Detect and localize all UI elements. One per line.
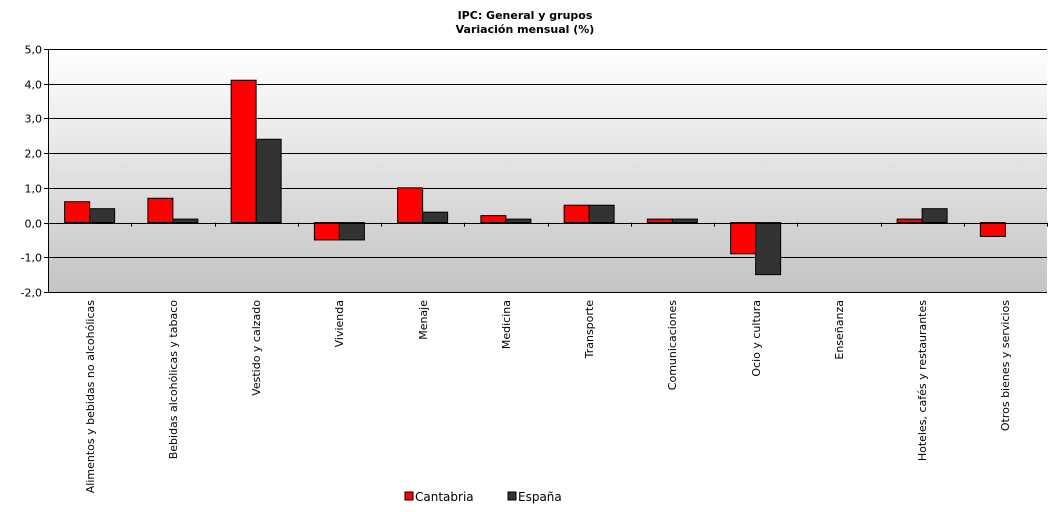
bar-cantabria xyxy=(730,222,757,255)
bar-cantabria xyxy=(313,222,340,241)
y-tick-label: 4,0 xyxy=(25,79,43,92)
bar-espana xyxy=(588,204,615,224)
bar-cantabria xyxy=(563,204,590,224)
x-tick-label: Medicina xyxy=(500,300,513,349)
y-tick-label: 2,0 xyxy=(25,148,43,161)
legend-label-cantabria: Cantabria xyxy=(415,490,474,504)
x-tick-label: Vivienda xyxy=(333,300,346,347)
y-tick-label: 3,0 xyxy=(25,113,43,126)
bar-cantabria xyxy=(64,201,91,224)
bar-cantabria xyxy=(896,218,923,224)
bar-cantabria xyxy=(230,79,257,224)
y-tick-label: -1,0 xyxy=(21,252,42,265)
legend: Cantabria España xyxy=(404,490,562,504)
plot-area xyxy=(48,49,1047,292)
y-tick-label: 5,0 xyxy=(25,44,43,57)
x-tick-label: Otros bienes y servicios xyxy=(999,300,1012,431)
x-tick-label: Transporte xyxy=(583,300,596,360)
legend-swatch-espana xyxy=(507,491,517,501)
bar-espana xyxy=(505,218,532,224)
bar-espana xyxy=(89,208,116,224)
bar-espana xyxy=(338,222,365,241)
bar-espana xyxy=(671,218,698,224)
y-tick-label: 0,0 xyxy=(25,218,43,231)
x-tick-label: Ocio y cultura xyxy=(750,300,763,377)
chart-subtitle: Variación mensual (%) xyxy=(456,23,595,36)
bar-espana xyxy=(172,218,199,224)
x-tick-label: Menaje xyxy=(417,300,430,340)
y-axis: 5,0 4,0 3,0 2,0 1,0 0,0 -1,0 -2,0 xyxy=(21,44,49,300)
bar-cantabria xyxy=(147,197,174,224)
bars xyxy=(64,79,1006,276)
bar-cantabria xyxy=(646,218,673,224)
bar-cantabria xyxy=(480,215,507,224)
legend-label-espana: España xyxy=(518,490,562,504)
x-tick-label: Alimentos y bebidas no alcohólicas xyxy=(84,300,97,493)
x-tick-label: Enseñanza xyxy=(833,300,846,360)
x-tick-label: Comunicaciones xyxy=(666,300,679,390)
bar-espana xyxy=(255,138,282,224)
x-tick-label: Hoteles, cafés y restaurantes xyxy=(916,300,929,461)
bar-cantabria xyxy=(397,187,424,224)
bar-cantabria xyxy=(979,222,1006,237)
x-tick-label: Bebidas alcohólicas y tabaco xyxy=(167,300,180,460)
bar-espana xyxy=(755,222,782,276)
y-tick-label: -2,0 xyxy=(21,287,42,300)
y-tick-label: 1,0 xyxy=(25,183,43,196)
bar-espana xyxy=(422,211,449,224)
bar-espana xyxy=(921,208,948,224)
legend-swatch-cantabria xyxy=(404,491,414,501)
x-axis: Alimentos y bebidas no alcohólicas Bebida… xyxy=(48,222,1048,493)
x-tick-label: Vestido y calzado xyxy=(250,300,263,396)
chart-title: IPC: General y grupos xyxy=(458,9,593,22)
